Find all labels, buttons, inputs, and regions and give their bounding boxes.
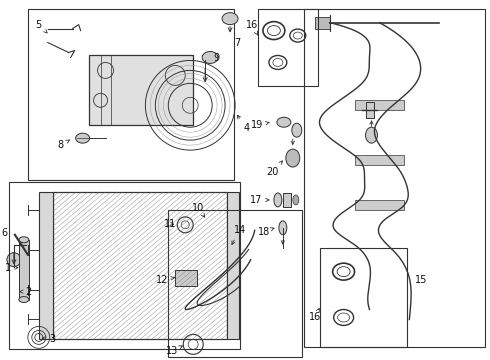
Bar [89,55,193,125]
Ellipse shape [19,297,29,302]
Bar [28,9,234,180]
Ellipse shape [366,127,377,143]
Ellipse shape [222,13,238,24]
Bar [366,102,373,118]
Text: 19: 19 [251,120,269,130]
Text: 16: 16 [309,308,321,323]
Ellipse shape [293,195,299,205]
Text: 7: 7 [234,37,240,48]
Bar [315,17,330,28]
Ellipse shape [277,117,291,127]
Text: 18: 18 [258,227,274,237]
Text: 13: 13 [166,346,182,356]
Bar [175,270,197,285]
Ellipse shape [292,123,302,137]
Text: 4: 4 [237,115,250,133]
Text: 10: 10 [192,203,205,217]
Bar [53,192,227,339]
Ellipse shape [19,237,29,243]
Bar [258,9,318,86]
Bar [355,155,404,165]
Text: 20: 20 [267,161,282,177]
Text: 17: 17 [250,195,269,205]
Text: 14: 14 [232,225,246,244]
Ellipse shape [202,51,218,63]
Bar [355,100,404,110]
Text: 2: 2 [20,287,32,297]
Text: 15: 15 [415,275,427,285]
Ellipse shape [75,133,90,143]
Text: 11: 11 [164,219,176,229]
Text: 1: 1 [5,263,18,273]
Text: 16: 16 [246,19,258,35]
Bar [283,193,291,207]
Text: 5: 5 [36,19,47,33]
Bar [227,192,239,339]
Bar [355,200,404,210]
Ellipse shape [274,193,282,207]
Bar [319,248,407,347]
Bar [19,240,29,300]
Circle shape [7,253,21,267]
Ellipse shape [279,221,287,235]
Text: 12: 12 [156,275,174,285]
Text: 3: 3 [43,334,56,345]
Bar [304,9,485,347]
Text: 6: 6 [2,228,8,238]
Bar [39,192,53,339]
Bar [9,182,240,349]
Text: 8: 8 [58,140,70,150]
Bar [168,210,302,357]
Ellipse shape [286,149,300,167]
Text: 9: 9 [213,54,219,63]
